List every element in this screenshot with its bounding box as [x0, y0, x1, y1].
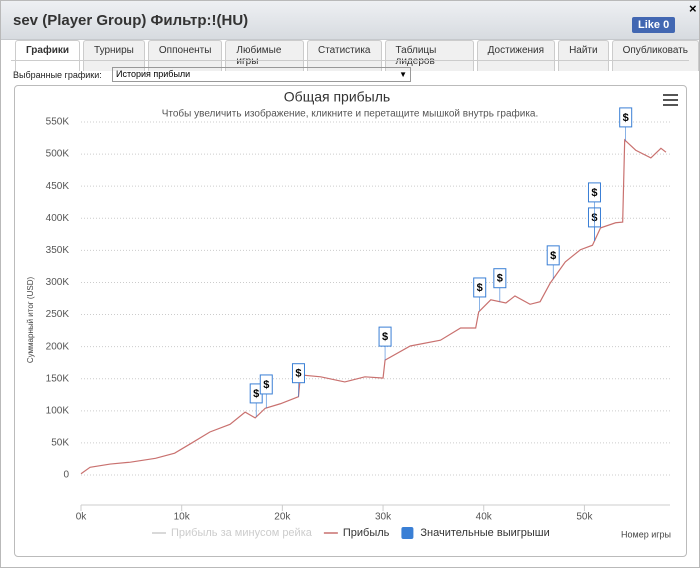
flag-label: $: [253, 388, 259, 400]
flag-label: $: [295, 368, 301, 380]
x-tick-label: 40k: [476, 512, 493, 523]
y-tick-label: 300K: [46, 277, 70, 288]
legend-item[interactable]: Прибыль за минусом рейка: [152, 527, 313, 539]
y-axis-label: Суммарный итог (USD): [26, 277, 35, 364]
flag-label: $: [477, 282, 483, 294]
flag-label: $: [591, 187, 597, 199]
y-tick-label: 450K: [46, 181, 70, 192]
y-tick-label: 400K: [46, 213, 70, 224]
y-tick-label: 350K: [46, 245, 70, 256]
legend-item[interactable]: Прибыль: [324, 527, 390, 539]
x-tick-label: 0k: [76, 512, 88, 523]
x-axis-label: Номер игры: [621, 529, 671, 539]
legend-symbol: [401, 527, 413, 539]
flag-label: $: [263, 379, 269, 391]
x-tick-label: 50k: [576, 512, 593, 523]
flag-label: $: [382, 331, 388, 343]
y-tick-label: 550K: [46, 117, 70, 128]
series-line: [81, 140, 666, 474]
y-tick-label: 500K: [46, 149, 70, 160]
y-tick-label: 0: [63, 470, 69, 481]
menu-icon[interactable]: [663, 95, 678, 105]
y-tick-label: 50K: [51, 438, 69, 449]
chart-title: Общая прибыль: [284, 89, 390, 105]
x-tick-label: 10k: [174, 512, 191, 523]
legend-label: Прибыль за минусом рейка: [171, 527, 313, 539]
y-tick-label: 100K: [46, 405, 70, 416]
x-tick-label: 30k: [375, 512, 392, 523]
legend-label: Прибыль: [343, 527, 390, 539]
flag-label: $: [550, 250, 556, 262]
flag-label: $: [497, 273, 503, 285]
y-tick-label: 250K: [46, 309, 70, 320]
y-tick-label: 150K: [46, 373, 70, 384]
y-tick-label: 200K: [46, 341, 70, 352]
legend-label: Значительные выигрыши: [420, 527, 549, 539]
flag-label: $: [623, 112, 629, 124]
x-tick-label: 20k: [274, 512, 291, 523]
chart-subtitle: Чтобы увеличить изображение, кликните и …: [162, 108, 539, 120]
legend-item[interactable]: Значительные выигрыши: [401, 527, 549, 539]
